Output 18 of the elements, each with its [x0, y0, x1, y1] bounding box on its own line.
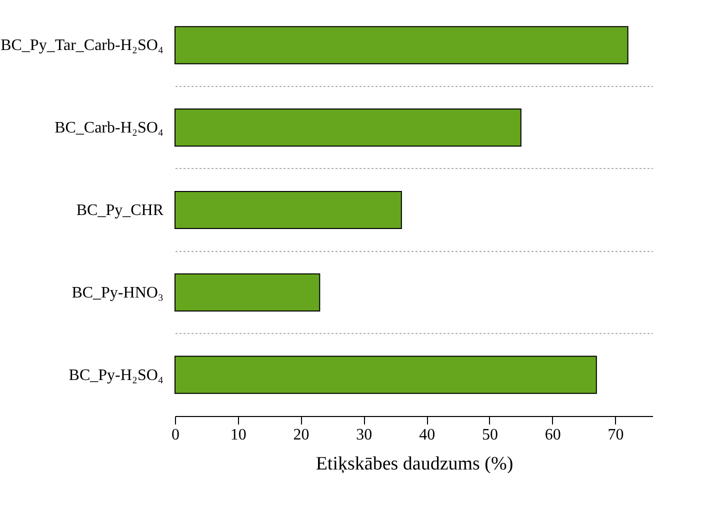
x-tick-label: 10 [230, 426, 246, 444]
x-tick-label: 30 [356, 426, 372, 444]
bar [174, 273, 320, 312]
x-tick-label: 0 [172, 426, 180, 444]
bar [174, 356, 597, 394]
y-tick-label: BC_Carb-H₂SO₄ [54, 120, 164, 137]
y-tick-label: BC_Py_Tar_Carb-H₂SO₄ [0, 37, 164, 54]
y-tick-label: BC_Py-HNO₃ [72, 284, 164, 302]
x-tick-label: 50 [482, 426, 498, 444]
x-tick-label: 70 [608, 426, 624, 444]
x-tick-label: 60 [544, 426, 561, 444]
bar [174, 108, 522, 147]
x-tick-label: 40 [419, 426, 436, 444]
y-tick-label: BC_Py-H₂SO₄ [68, 366, 164, 384]
x-tick-label: 20 [293, 426, 310, 444]
bar [174, 190, 402, 230]
y-tick-label: BC_Py_CHR [76, 202, 164, 219]
bar [174, 26, 628, 64]
